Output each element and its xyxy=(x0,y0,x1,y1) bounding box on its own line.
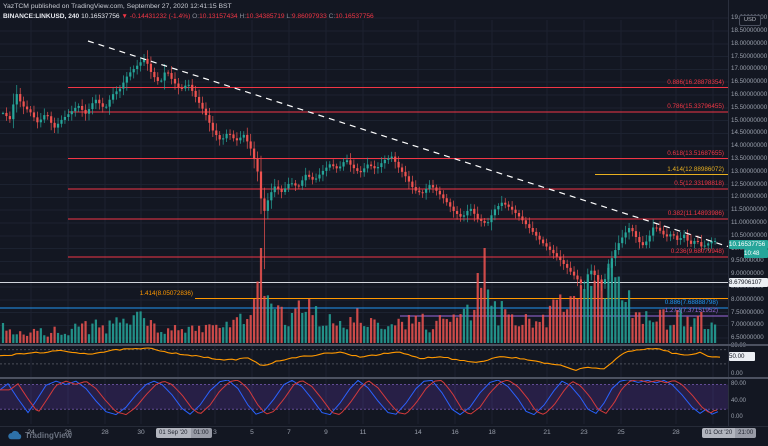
price-axis-label: 16.50000000 xyxy=(731,78,768,86)
price-axis-border xyxy=(728,0,729,426)
stoch-scale-label: 40.00 xyxy=(731,397,747,404)
price-axis-label: 6.50000000 xyxy=(731,334,764,342)
price-axis-label: 8.00000000 xyxy=(731,295,764,303)
close-value: 10.16537756 xyxy=(335,13,374,20)
pane-separator-rsi-stoch[interactable] xyxy=(0,377,768,379)
time-axis-label: 26 xyxy=(64,429,72,436)
bar-countdown-label: 10:48 xyxy=(744,249,768,259)
tradingview-logo[interactable]: TradingView xyxy=(7,430,72,440)
price-axis-label: 15.00000000 xyxy=(731,116,768,124)
time-axis-label: 21 xyxy=(543,429,551,436)
symbol-ohlc-row: BINANCE:LINKUSD, 240 10.16537756 ▼ -0.14… xyxy=(3,12,374,21)
price-axis-label: 12.50000000 xyxy=(731,180,768,188)
time-axis-label: 9 xyxy=(324,429,328,436)
range-end-date-box: 01 Oct '20 21:00 xyxy=(702,428,757,438)
time-axis-label: 23 xyxy=(580,429,588,436)
fib-level-label: 0.786(15.33796455) xyxy=(667,102,724,110)
time-axis-label: 30 xyxy=(137,429,145,436)
published-note: YazTCM published on TradingView.com, Sep… xyxy=(3,3,232,10)
rsi-scale-label: 0.00 xyxy=(731,371,743,377)
fib-level-label: 0.886(16.28878354) xyxy=(667,78,724,86)
time-axis-label: 16 xyxy=(451,429,459,436)
time-axis-label: 25 xyxy=(617,429,625,436)
direction-down-icon: ▼ xyxy=(121,13,128,20)
price-axis-label: 11.00000000 xyxy=(731,219,767,226)
low-value: 9.86097933 xyxy=(291,13,327,20)
price-axis-label: 17.00000000 xyxy=(731,65,768,73)
rsi-current-value-label: 50.00 xyxy=(729,352,755,362)
price-axis-label: 14.50000000 xyxy=(731,129,768,137)
price-axis-label: 18.00000000 xyxy=(731,39,768,47)
marked-price-label: 8.67906107 xyxy=(729,277,768,287)
price-axis-label: 18.50000000 xyxy=(731,27,768,34)
price-axis-label: 9.00000000 xyxy=(731,270,764,278)
last-price: 10.16537756 xyxy=(81,13,120,20)
chart-legend: YazTCM published on TradingView.com, Sep… xyxy=(3,2,374,21)
tradingview-logo-text: TradingView xyxy=(25,430,72,440)
fib-level-label: 0.618(13.51687655) xyxy=(667,149,724,157)
time-axis-label: 24 xyxy=(27,429,35,436)
fib-level-label: 0.5(12.33198818) xyxy=(674,179,724,187)
stoch-scale-label: 80.00 xyxy=(731,381,747,387)
current-price-label: 10.16537756 xyxy=(729,239,768,249)
price-axis-label: 13.00000000 xyxy=(731,167,768,175)
price-axis-label: 12.00000000 xyxy=(731,193,768,201)
price-axis-label: 16.00000000 xyxy=(731,91,768,98)
price-change: -0.14431232 (-1.4%) xyxy=(129,13,191,20)
range-start-date: 01 Sep '20 xyxy=(156,428,191,438)
stoch-scale-label: 0.00 xyxy=(731,414,743,420)
time-axis-label: 11 xyxy=(359,429,367,436)
currency-unit-badge[interactable]: USD xyxy=(739,15,761,26)
price-axis-label: 14.00000000 xyxy=(731,142,768,150)
open-value: 10.13157434 xyxy=(199,13,238,20)
symbol-name[interactable]: BINANCE:LINKUSD, 240 xyxy=(3,13,80,20)
open-label: O: xyxy=(192,13,200,20)
price-axis-label: 7.50000000 xyxy=(731,308,764,316)
price-axis-label: 10.50000000 xyxy=(731,231,768,239)
fib-level-label: 1.414(12.88986072) xyxy=(667,165,724,173)
price-axis-label: 13.50000000 xyxy=(731,155,768,162)
time-axis-label: 7 xyxy=(287,429,291,436)
high-value: 10.34385719 xyxy=(246,13,285,20)
fib-level-label: 0.382(11.14893986) xyxy=(667,210,724,218)
high-label: H: xyxy=(239,13,247,20)
pane-separator-volume-rsi[interactable] xyxy=(0,344,768,346)
range-end-time: 21:00 xyxy=(735,428,757,438)
range-start-time: 01:00 xyxy=(190,428,212,438)
tradingview-cloud-icon xyxy=(8,430,22,440)
price-axis-label: 17.50000000 xyxy=(731,52,768,60)
fib-level-label: 1.272(7.37151952) xyxy=(664,306,718,314)
fib-level-label: 1.414(8.05072836) xyxy=(139,289,193,297)
time-axis-label: 14 xyxy=(414,429,422,436)
time-axis-label: 18 xyxy=(488,429,496,436)
price-axis-label: 9.50000000 xyxy=(731,257,764,265)
time-axis-label: 28 xyxy=(101,429,109,436)
fib-level-label: 0.886(7.68888798) xyxy=(664,298,718,306)
range-start-date-box: 01 Sep '20 01:00 xyxy=(156,428,212,438)
fib-level-label: 0.236(9.68079948) xyxy=(670,247,724,255)
time-axis-label: 3 xyxy=(213,429,217,436)
time-axis-label: 5 xyxy=(250,429,254,436)
price-axis-label: 11.50000000 xyxy=(731,206,767,214)
close-label: C: xyxy=(328,13,336,20)
low-label: L: xyxy=(286,13,292,20)
time-axis-label: 28 xyxy=(672,429,680,436)
time-axis-border xyxy=(0,426,768,427)
price-axis-label: 7.00000000 xyxy=(731,321,764,329)
range-end-date: 01 Oct '20 xyxy=(702,428,736,438)
price-axis-label: 15.50000000 xyxy=(731,103,768,111)
